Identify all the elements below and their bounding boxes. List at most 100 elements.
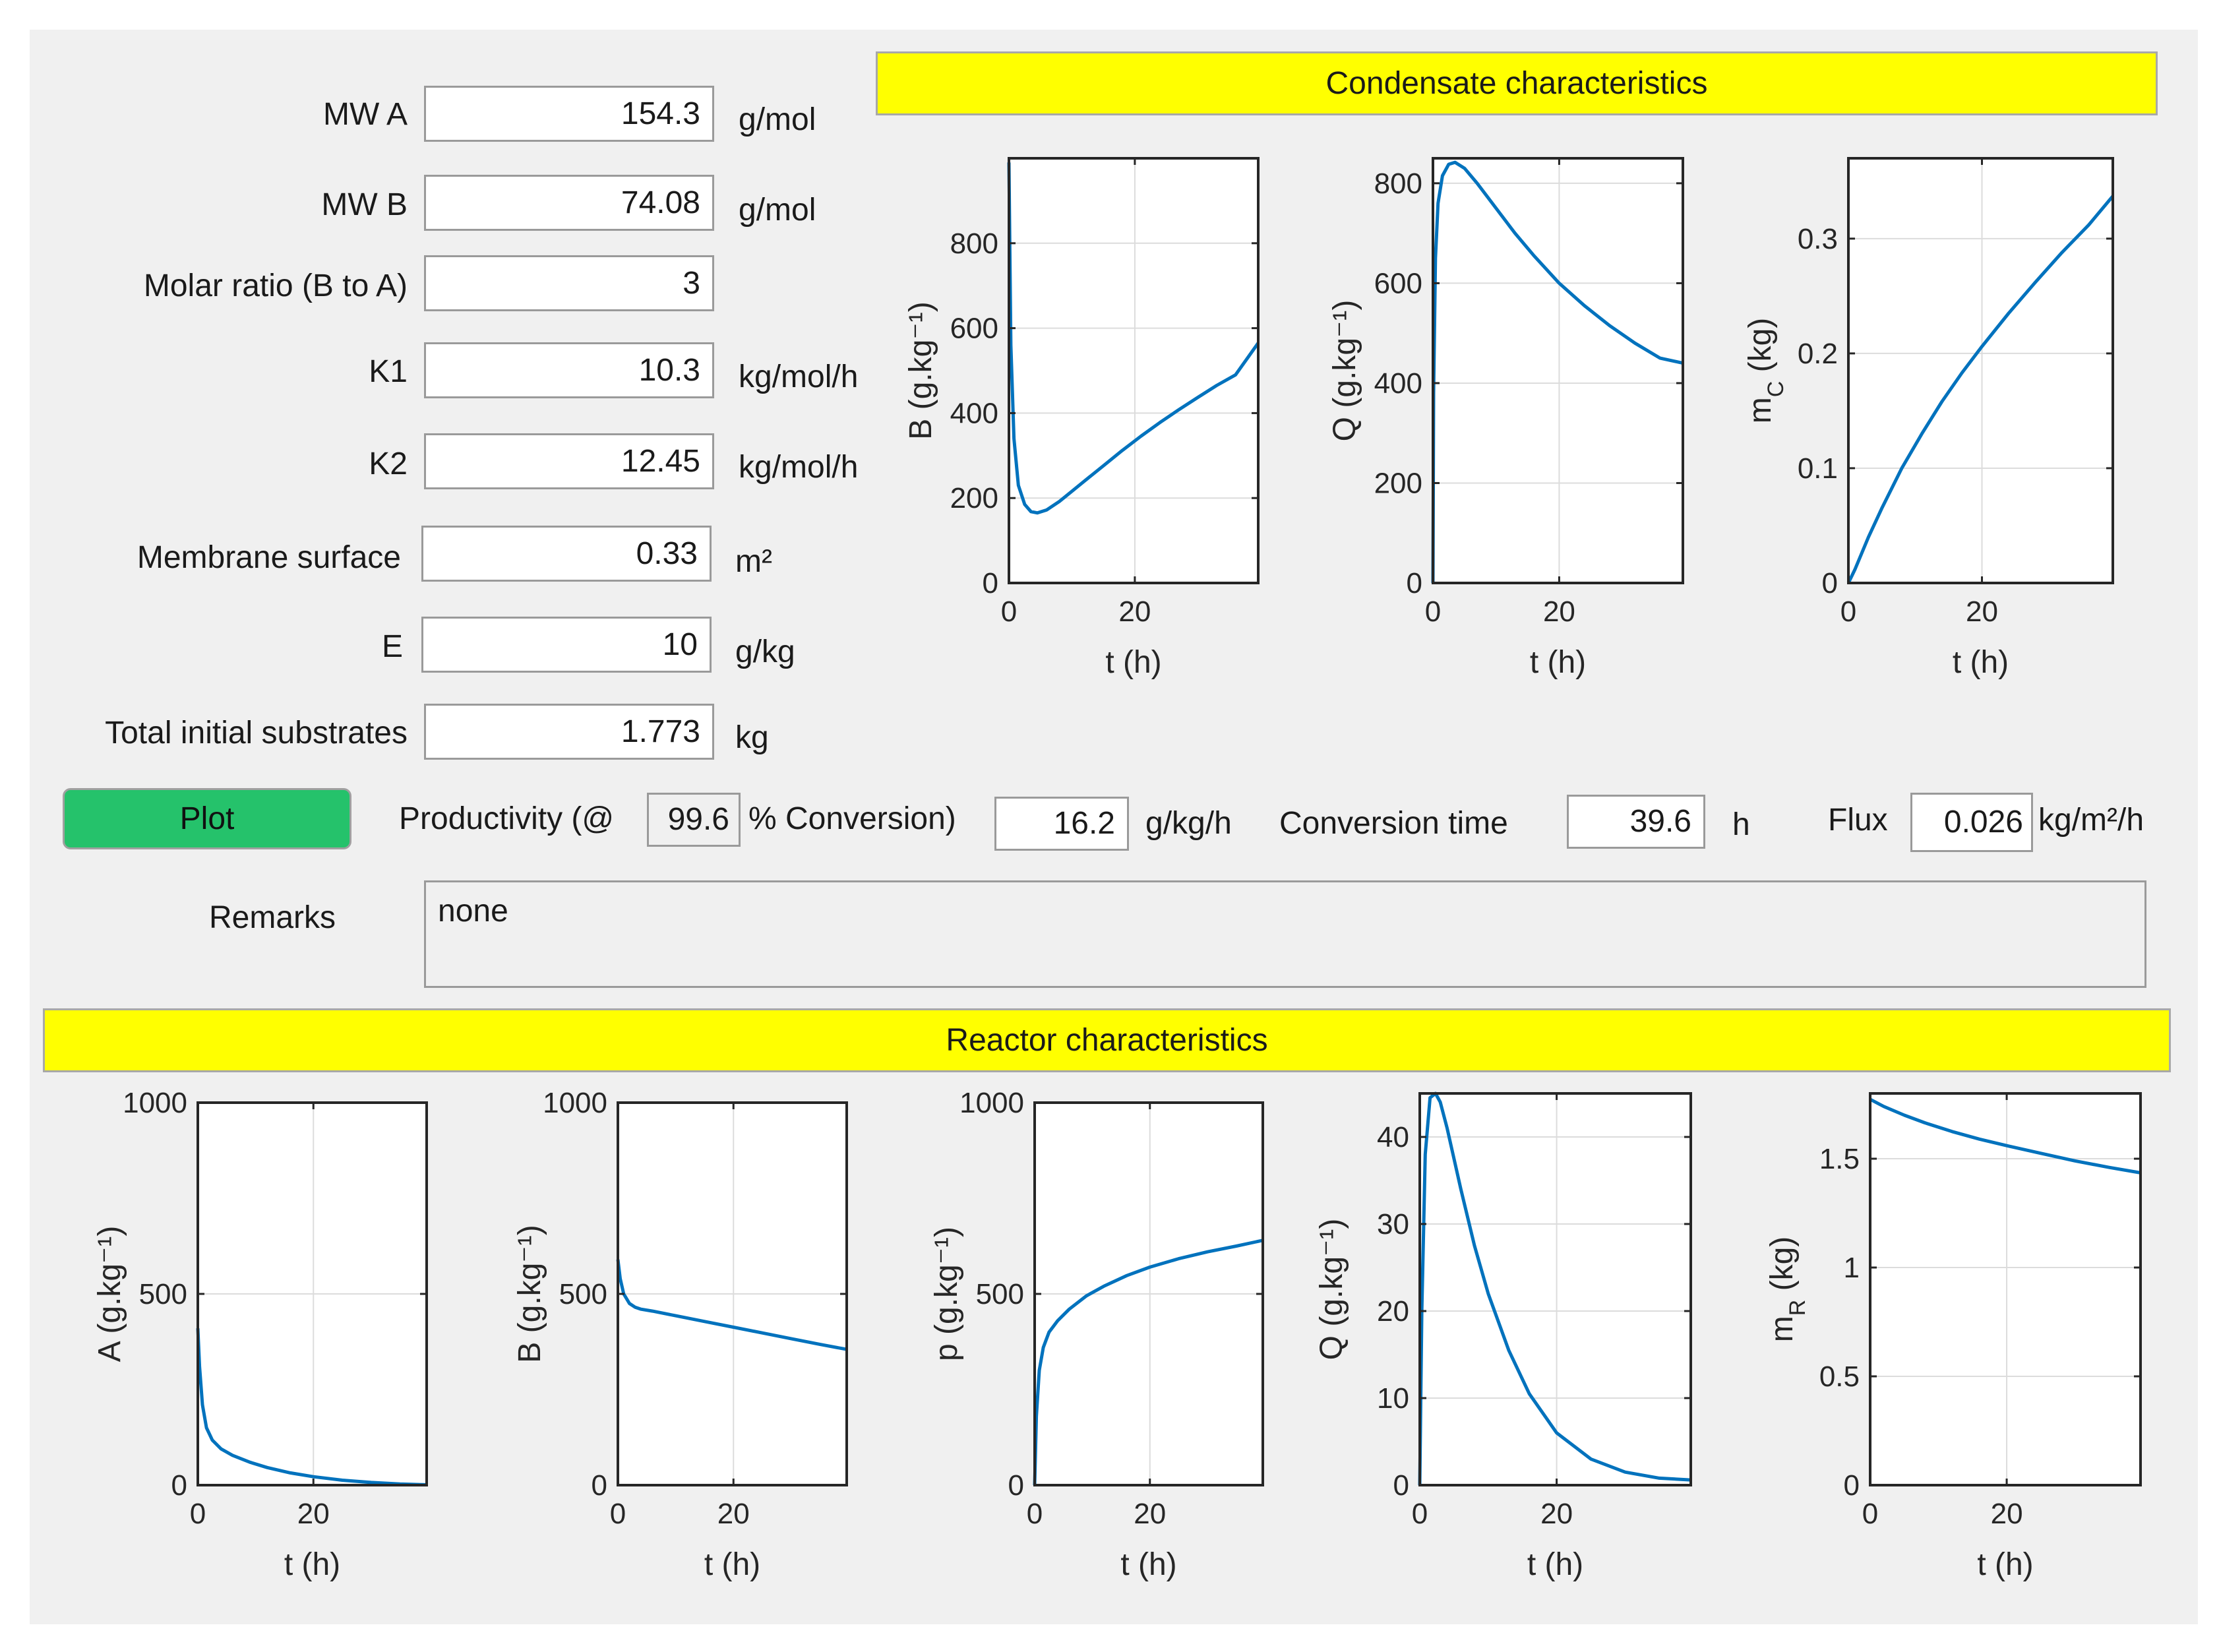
productivity-label: Productivity (@ [399, 801, 615, 836]
k1-label: K1 [369, 354, 408, 389]
y-tick-label: 800 [950, 228, 998, 260]
molar-ratio-input[interactable]: 3 [424, 255, 714, 311]
y-axis-label: Q (g.kg⁻¹) [1327, 300, 1362, 442]
axes-box [1008, 157, 1260, 584]
grid [198, 1103, 427, 1485]
series-line [1431, 160, 1684, 584]
y-tick-label: 0 [1407, 567, 1422, 599]
conversion-time-unit: h [1732, 807, 1750, 842]
reactor-b-plot: 0 20 0 500 1000 t (h) B (g.kg⁻¹) [512, 1087, 848, 1582]
k2-input[interactable]: 12.45 [424, 433, 714, 489]
y-tick-label: 600 [1374, 267, 1422, 299]
y-tick-label: 500 [976, 1278, 1024, 1310]
y-tick-label: 200 [950, 482, 998, 514]
conversion-percent-field[interactable]: 99.6 [647, 793, 741, 847]
x-tick-label: 0 [1027, 1498, 1043, 1530]
x-axis-label: t (h) [1953, 645, 2009, 680]
axes-box [1432, 157, 1684, 584]
total-initial-substrates-unit: kg [735, 720, 769, 755]
molar-ratio-label: Molar ratio (B to A) [143, 268, 408, 303]
total-initial-substrates-label: Total initial substrates [105, 716, 408, 750]
grid [618, 1103, 847, 1485]
k2-unit: kg/mol/h [739, 450, 859, 485]
plot-button[interactable]: Plot [63, 788, 351, 849]
y-tick-label: 1 [1844, 1252, 1860, 1284]
x-axis-label: t (h) [1105, 645, 1161, 680]
e-input[interactable]: 10 [421, 617, 712, 673]
grid [1870, 1093, 2141, 1485]
x-axis-label: t (h) [704, 1547, 760, 1582]
condensate-title: Condensate characteristics [1325, 66, 1708, 101]
x-axis-label: t (h) [1527, 1547, 1583, 1582]
y-tick-label: 800 [1374, 168, 1422, 200]
reactor-banner: Reactor characteristics [43, 1008, 2171, 1072]
productivity-field[interactable]: 16.2 [994, 797, 1129, 851]
flux-field[interactable]: 0.026 [1910, 793, 2033, 852]
total-initial-substrates-input[interactable]: 1.773 [424, 704, 714, 760]
plot-area [1848, 158, 2113, 583]
x-tick-label: 0 [1412, 1498, 1428, 1530]
y-tick-label: 1000 [959, 1087, 1024, 1119]
series-line [1418, 1091, 1691, 1486]
y-tick-label: 0 [1393, 1469, 1409, 1502]
condensate-mc-plot: 0 20 0 0.1 0.2 0.3 t (h) mC (kg) [1743, 157, 2114, 680]
remarks-label: Remarks [209, 900, 336, 935]
mw-a-input[interactable]: 154.3 [424, 86, 714, 142]
plot-area [1420, 1093, 1691, 1485]
conversion-suffix-label: % Conversion) [748, 801, 956, 836]
x-tick-label: 20 [1543, 596, 1575, 628]
y-axis-label: p (g.kg⁻¹) [929, 1227, 964, 1361]
reactor-a-plot: 0 20 0 500 1000 t (h) A (g.kg⁻¹) [92, 1087, 428, 1582]
flux-unit: kg/m²/h [2038, 803, 2144, 838]
app-window: MW A 154.3 g/mol MW B 74.08 g/mol Molar … [30, 30, 2198, 1624]
y-axis-label: B (g.kg⁻¹) [512, 1225, 547, 1362]
x-tick-label: 20 [1540, 1498, 1573, 1530]
k1-unit: kg/mol/h [739, 359, 859, 394]
grid [1009, 158, 1258, 583]
e-label: E [381, 629, 403, 664]
plot-area [1009, 158, 1258, 583]
x-axis-label: t (h) [1977, 1547, 2033, 1582]
reactor-q-plot: 0 20 0 10 20 30 40 t (h) Q (g.kg⁻¹) [1314, 1091, 1692, 1582]
membrane-surface-input[interactable]: 0.33 [421, 526, 712, 582]
remarks-text: none [438, 894, 508, 929]
x-tick-label: 20 [1118, 596, 1151, 628]
reactor-p-plot: 0 20 0 500 1000 t (h) p (g.kg⁻¹) [929, 1087, 1264, 1582]
conversion-time-label: Conversion time [1279, 806, 1508, 841]
grid [1848, 158, 2113, 583]
y-tick-label: 20 [1377, 1295, 1409, 1328]
y-tick-label: 40 [1377, 1121, 1409, 1153]
y-axis-label: mR (kg) [1765, 1237, 1810, 1343]
y-axis-label: Q (g.kg⁻¹) [1314, 1219, 1349, 1361]
y-tick-label: 0.3 [1798, 223, 1838, 255]
axes-box [1418, 1092, 1692, 1486]
conversion-time-field[interactable]: 39.6 [1567, 795, 1705, 849]
y-tick-label: 400 [950, 397, 998, 429]
x-axis-label: t (h) [1120, 1547, 1176, 1582]
series-line [1033, 1239, 1263, 1486]
y-axis-label: A (g.kg⁻¹) [92, 1226, 127, 1362]
x-tick-label: 0 [190, 1498, 206, 1530]
mw-a-label: MW A [323, 97, 408, 132]
e-unit: g/kg [735, 634, 795, 669]
series-line [1007, 162, 1260, 515]
y-tick-label: 500 [139, 1278, 187, 1310]
y-tick-label: 1000 [543, 1087, 607, 1119]
x-tick-label: 0 [1425, 596, 1441, 628]
y-tick-label: 400 [1374, 367, 1422, 400]
mw-b-input[interactable]: 74.08 [424, 175, 714, 231]
k1-input[interactable]: 10.3 [424, 342, 714, 398]
flux-label: Flux [1828, 803, 1888, 838]
x-tick-label: 20 [297, 1498, 330, 1530]
series-line [1846, 195, 2114, 584]
series-line [1869, 1097, 2141, 1175]
y-tick-label: 500 [559, 1278, 607, 1310]
plot-area [1433, 158, 1683, 583]
y-tick-label: 600 [950, 313, 998, 345]
x-axis-label: t (h) [1530, 645, 1586, 680]
remarks-box[interactable]: none [424, 880, 2146, 988]
y-tick-label: 1000 [123, 1087, 187, 1119]
x-axis-label: t (h) [284, 1547, 340, 1582]
series-line [616, 1259, 847, 1351]
y-tick-label: 0 [1822, 567, 1838, 599]
